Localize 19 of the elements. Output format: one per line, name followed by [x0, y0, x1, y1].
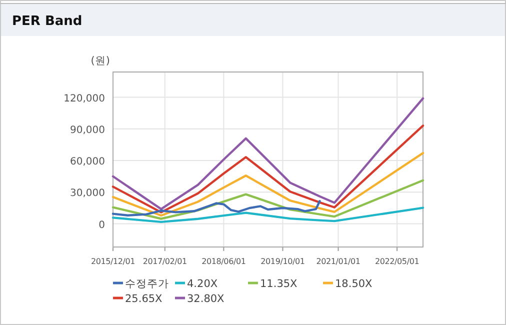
- x-tick-label: 2017/02/01: [142, 257, 188, 266]
- y-tick-label: 30,000: [70, 188, 105, 200]
- y-tick-label: 0: [98, 220, 105, 231]
- y-tick-label: 60,000: [70, 156, 105, 168]
- legend-label: 25.65X: [125, 293, 162, 305]
- x-tick-label: 2015/12/01: [90, 257, 136, 266]
- y-tick-label: 120,000: [64, 93, 105, 104]
- y-tick-label: 90,000: [70, 124, 105, 136]
- x-tick-label: 2019/10/01: [260, 257, 305, 266]
- title: PER Band: [12, 14, 82, 29]
- legend-label: 32.80X: [187, 293, 224, 305]
- x-tick-label: 2021/01/01: [316, 257, 360, 266]
- legend-label: 4.20X: [187, 278, 218, 290]
- x-tick-label: 2018/06/01: [202, 257, 246, 266]
- ylabel: (원): [90, 55, 110, 67]
- legend-label: 11.35X: [260, 278, 298, 290]
- x-tick-label: 2022/05/01: [374, 257, 420, 266]
- legend-label: 수정주가: [125, 278, 169, 290]
- legend-label: 18.50X: [335, 278, 372, 290]
